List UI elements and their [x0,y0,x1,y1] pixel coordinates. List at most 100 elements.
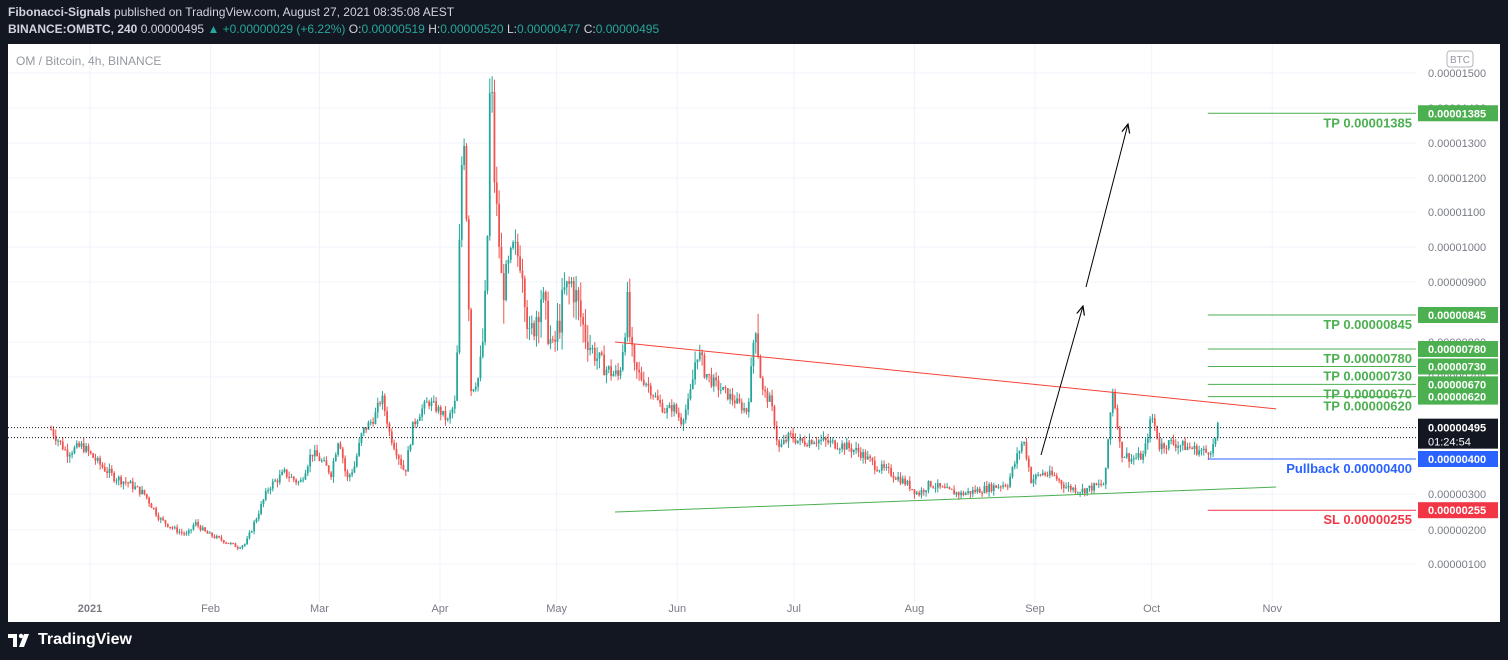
candle-body [407,450,410,472]
candle-body [1011,467,1014,477]
candle-body [565,281,568,288]
chart-area[interactable]: TP 0.00001385 TP 0.00000845 TP 0.00000780 T… [8,44,1500,622]
price-chart[interactable]: TP 0.00001385 TP 0.00000845 TP 0.00000780 T… [8,44,1500,622]
support-trendline[interactable] [614,486,1277,513]
candle-body [341,448,344,459]
candle-body [1158,438,1161,450]
candle-body [976,488,979,492]
level-price-tag-label: 0.00000845 [1428,310,1486,322]
candle-body [1130,458,1133,462]
tradingview-logo[interactable]: TradingView [8,631,132,649]
level-label: TP 0.00000780 [1323,351,1412,366]
trend-lines[interactable] [8,341,1416,513]
candle-body [1034,474,1037,480]
publication-header: Fibonacci-Signals published on TradingVi… [0,0,1508,44]
candle-body [1121,441,1124,458]
candle-body [556,320,559,342]
candle-body [866,456,869,460]
target-levels[interactable]: TP 0.00001385 TP 0.00000845 TP 0.00000780 T… [1207,112,1416,527]
candle-body [190,529,193,531]
candle-body [822,437,825,440]
price-axis[interactable]: 0.000015000.000014000.000013000.00001200… [1418,44,1500,622]
level-price-tag[interactable] [1418,341,1498,357]
level-price-tag[interactable] [1418,502,1498,519]
candle-body [453,400,456,409]
candle-body [668,405,671,408]
candle-body [166,523,169,527]
candle-body [705,374,708,378]
candle-body [192,525,195,530]
chart-legend-title: OM / Bitcoin, 4h, BINANCE [16,54,161,68]
candle-body [621,352,624,371]
candle-body [397,455,400,459]
candle-body [1179,445,1182,447]
candle-body [768,395,771,402]
candle-body [985,485,988,493]
candle-body [369,421,372,423]
candle-body [1172,439,1175,445]
candle-body [1146,438,1149,444]
candle-body [1039,474,1042,476]
level-price-tag[interactable] [1418,358,1498,375]
current-price-tag[interactable] [1418,418,1498,449]
candle-body [1128,453,1131,462]
level-price-tag[interactable] [1418,376,1498,393]
currency-badge[interactable]: BTC [1446,50,1474,68]
candle-body [94,457,97,461]
candle-body [726,388,729,400]
projection-arrows[interactable] [1040,124,1128,456]
arrow-to-first-target[interactable] [1040,306,1083,456]
candle-body [1149,419,1152,439]
candle-body [334,454,337,462]
arrow-to-final-target[interactable] [1085,124,1128,288]
candle-body [1032,479,1035,484]
candle-body [1114,391,1117,409]
candle-body [1109,412,1112,440]
candle-body [948,487,951,489]
resistance-trendline[interactable] [614,341,1277,410]
candle-body [423,401,426,409]
level-price-tag[interactable] [1418,451,1498,467]
candle-body [131,481,134,489]
open-value: 0.00000519 [361,22,425,36]
candle-body [1165,448,1168,450]
candle-body [1093,483,1096,491]
candle-body [1051,470,1054,476]
candle-body [512,242,515,248]
level-price-tag[interactable] [1418,307,1498,323]
candle-body [624,337,627,353]
candle-body [864,452,867,460]
candle-body [540,299,543,323]
candle-body [129,481,132,484]
candle-body [1123,457,1126,459]
candle-body [435,401,438,412]
candle-body [719,389,722,391]
close-value: 0.00000495 [595,22,660,36]
candle-body [680,417,683,425]
price-tick-label: 0.00000900 [1428,277,1486,289]
price-change: ▲ +0.00000029 (+6.22%) [207,22,346,36]
candle-body [1004,485,1007,487]
candle-body [670,405,673,412]
level-price-tag[interactable] [1418,388,1498,405]
open-label: O: [348,22,362,36]
candle-body [764,389,767,392]
candle-body [969,491,972,494]
candle-body [66,449,69,457]
candle-body [1025,441,1028,459]
candle-body [885,466,888,468]
candle-body [211,532,214,537]
candle-body [710,374,713,387]
candle-body [614,370,617,374]
time-axis[interactable]: 2021 Feb Mar Apr May Jun Jul Aug Sep Oct Nov [8,602,1418,622]
candle-body [1097,483,1100,485]
candle-body [122,481,125,485]
candle-body [1009,476,1012,487]
author-name[interactable]: Fibonacci-Signals [8,5,111,19]
candle-body [432,401,435,403]
candle-body [477,378,480,387]
candle-body [974,489,977,492]
candle-body [593,348,596,361]
level-price-tag[interactable] [1418,105,1498,122]
candle-body [61,441,64,450]
